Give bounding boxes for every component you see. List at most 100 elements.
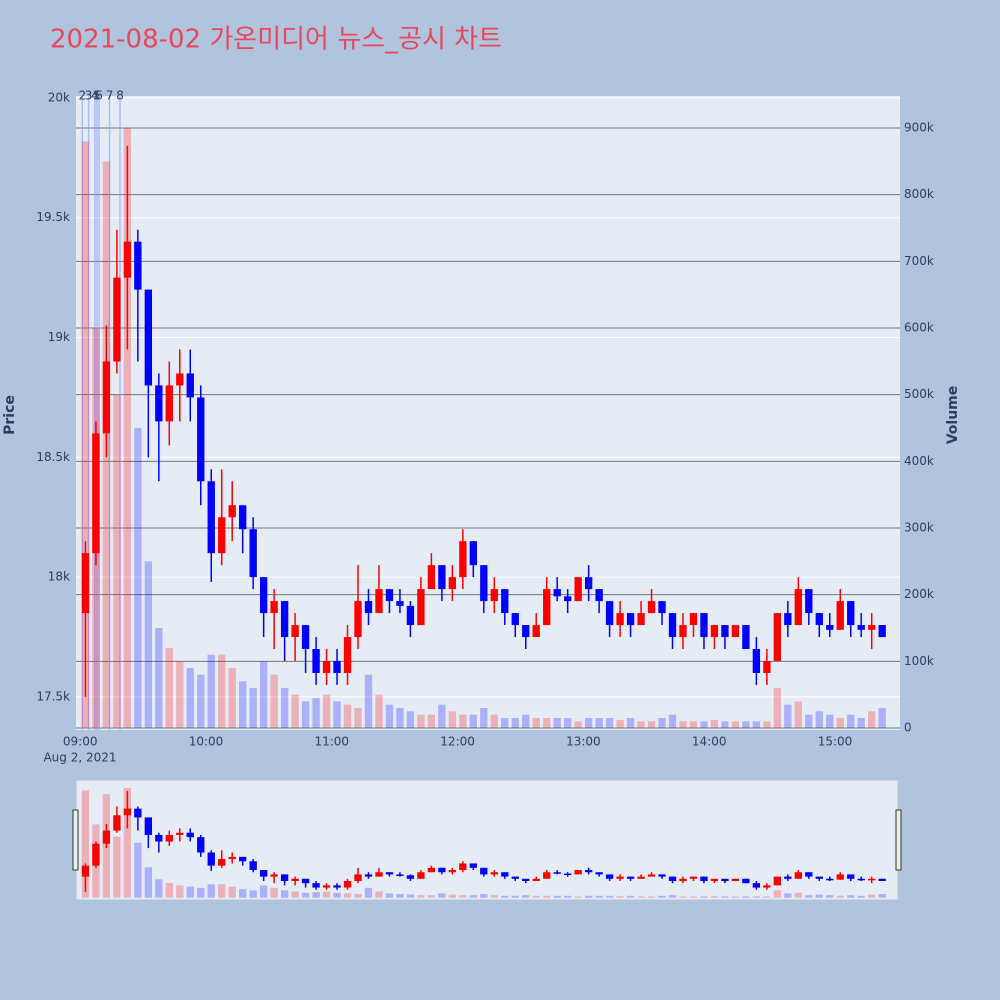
candle-body — [773, 613, 782, 661]
slider-candle-body — [249, 861, 257, 871]
volume-bar — [752, 721, 761, 728]
candle-body — [574, 577, 582, 602]
volume-bar — [490, 714, 498, 728]
slider-volume-bar — [207, 884, 215, 898]
y2-tick-label: 0 — [904, 721, 912, 735]
slider-candle-body — [228, 856, 236, 860]
volume-bar — [595, 718, 603, 728]
volume-bar — [480, 708, 488, 728]
candle-body — [134, 241, 142, 290]
y-tick-label: 20k — [48, 90, 70, 104]
volume-bar — [354, 708, 362, 728]
slider-candle-body — [165, 834, 173, 842]
candle-body — [448, 577, 457, 590]
y-tick-label: 18.5k — [36, 450, 70, 464]
slider-volume-bar — [501, 895, 509, 898]
volume-bar — [312, 698, 320, 728]
candle-body — [301, 625, 310, 650]
slider-volume-bar — [637, 896, 645, 898]
slider-candle-body — [752, 883, 761, 888]
slider-candle-body — [637, 876, 645, 879]
slider-volume-bar — [752, 896, 761, 898]
volume-bar — [815, 711, 823, 728]
y-tick-label: 17.5k — [36, 689, 70, 703]
slider-candle-body — [532, 878, 540, 881]
slider-candle-body — [700, 876, 708, 881]
volume-bar — [543, 718, 551, 728]
candle-body — [532, 625, 540, 638]
y2-tick-label: 900k — [904, 121, 934, 135]
candle-body — [291, 625, 299, 638]
slider-candle-body — [322, 885, 331, 888]
volume-bar — [417, 714, 425, 728]
y-tick-label: 19.5k — [36, 210, 70, 224]
slider-volume-bar — [186, 886, 194, 898]
slider-volume-bar — [805, 895, 813, 898]
candle-body — [113, 277, 121, 362]
slider-volume-bar — [605, 895, 614, 898]
slider-volume-bar — [375, 891, 383, 898]
slider-volume-bar — [427, 895, 436, 898]
volume-bar — [564, 718, 572, 728]
slider-volume-bar — [836, 895, 844, 898]
volume-bar — [689, 721, 698, 728]
slider-volume-bar — [532, 895, 540, 898]
y2-tick-label: 300k — [904, 521, 934, 535]
slider-candle-body — [448, 870, 457, 873]
volume-bar — [301, 701, 310, 728]
range-slider-handle[interactable] — [72, 809, 79, 871]
volume-bar — [176, 661, 184, 728]
candle-body — [857, 625, 865, 630]
slider-volume-bar — [113, 836, 121, 898]
slider-candle-body — [354, 874, 362, 881]
slider-volume-bar — [480, 893, 488, 898]
slider-volume-bar — [406, 894, 415, 898]
slider-volume-bar — [396, 893, 404, 898]
slider-volume-bar — [564, 895, 572, 898]
candle-body — [385, 589, 394, 602]
slider-candle-body — [186, 832, 194, 838]
volume-bar — [81, 141, 90, 729]
slider-candle-body — [469, 863, 477, 868]
candle-body — [868, 625, 876, 630]
range-slider[interactable] — [75, 779, 899, 901]
candle-body — [626, 613, 635, 626]
volume-bar — [574, 721, 582, 728]
candle-body — [689, 613, 698, 626]
slider-candle-body — [385, 872, 394, 875]
slider-volume-bar — [647, 896, 656, 898]
volume-bar — [522, 714, 530, 728]
slider-candle-body — [102, 830, 111, 844]
chart-title: 2021-08-02 가온미디어 뉴스_공시 차트 — [50, 25, 502, 55]
slider-volume-bar — [364, 887, 373, 898]
slider-volume-bar — [123, 787, 132, 898]
annotation-label: 5 — [93, 89, 101, 103]
slider-candle-body — [553, 872, 561, 874]
slider-volume-bar — [333, 892, 341, 898]
range-slider-handle[interactable] — [895, 809, 902, 871]
candle-body — [197, 397, 205, 482]
candle-body — [490, 589, 498, 602]
candle-body — [123, 241, 132, 278]
candle-body — [616, 613, 624, 626]
candle-body — [501, 589, 509, 614]
x-tick-label: 11:00 — [314, 735, 349, 749]
slider-candle-body — [406, 875, 415, 879]
slider-volume-bar — [773, 890, 782, 898]
volume-bar — [868, 711, 876, 728]
y2-tick-label: 800k — [904, 187, 934, 201]
candle-body — [731, 625, 740, 638]
slider-candle-body — [427, 867, 436, 873]
volume-bar — [605, 718, 614, 728]
y2-tick-label: 200k — [904, 587, 934, 601]
slider-candle-body — [92, 843, 100, 866]
candle-body — [364, 601, 373, 614]
candle-body — [102, 361, 111, 434]
volume-bar — [291, 694, 299, 728]
slider-candle-body — [490, 872, 498, 875]
candle-body — [605, 601, 614, 626]
volume-bar — [228, 668, 236, 728]
slider-candle-body — [511, 876, 519, 879]
x-tick-label: 10:00 — [189, 735, 224, 749]
y-axis-title: Price — [2, 395, 18, 435]
